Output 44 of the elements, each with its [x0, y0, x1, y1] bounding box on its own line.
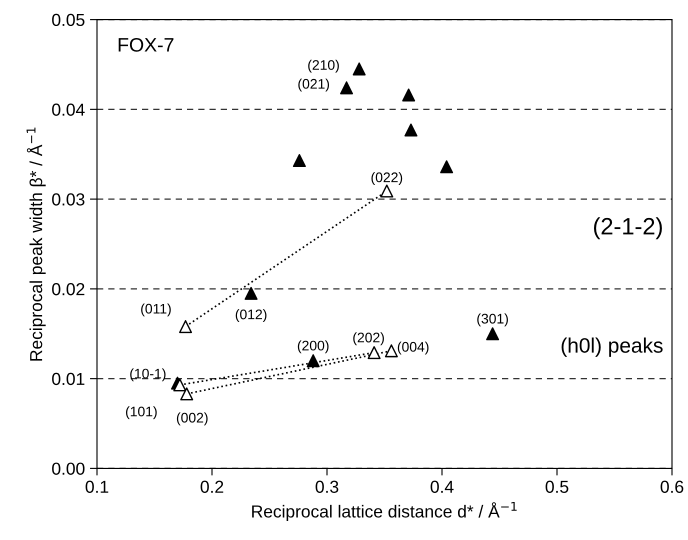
point	[306, 354, 320, 368]
point	[179, 320, 192, 334]
annotation: (h0l) peaks	[562, 338, 663, 357]
point	[380, 184, 394, 198]
x-tick-label: 0.3	[316, 480, 338, 493]
x-tick-label: 0.1	[86, 480, 108, 493]
annotation: (202)	[353, 332, 384, 346]
x-tick-label: 0.2	[200, 480, 224, 493]
y-axis-title: Reciprocal peak width β* / Å$^{−1}$	[26, 128, 46, 361]
point	[352, 62, 366, 76]
annotation: (101)	[126, 406, 157, 420]
point	[440, 160, 454, 174]
y-tick-label: 0.01	[52, 372, 84, 386]
y-tick-label: 0.05	[52, 14, 84, 26]
annotation: (10-1)	[130, 368, 166, 382]
annotation: (021)	[298, 78, 330, 92]
x-axis-title: Reciprocal lattice distance d* / Å$^{−1}$	[252, 502, 517, 522]
point	[180, 387, 194, 400]
point	[384, 344, 398, 358]
annotation: (002)	[176, 412, 208, 426]
point	[173, 378, 186, 392]
point	[404, 124, 418, 137]
point	[292, 154, 306, 168]
annotation: FOX-7	[118, 38, 174, 52]
point	[486, 327, 500, 340]
annotation: (011)	[141, 303, 171, 316]
annotation: (200)	[298, 340, 329, 354]
y-tick-label: 0.04	[52, 104, 85, 116]
y-tick-label: 0.03	[52, 193, 84, 206]
annotation: (004)	[398, 342, 429, 355]
point	[340, 81, 354, 94]
point	[402, 88, 416, 102]
y-tick-label: 0.02	[52, 283, 84, 296]
annotation: (2-1-2)	[594, 217, 662, 240]
point	[244, 286, 258, 300]
x-tick-label: 0.6	[660, 480, 684, 493]
x-tick-label: 0.4	[430, 480, 454, 493]
annotation: (022)	[371, 172, 402, 186]
annotation: (210)	[308, 60, 339, 73]
y-tick-label: 0.00	[52, 462, 85, 475]
x-tick-label: 0.5	[546, 480, 568, 493]
point	[368, 346, 381, 360]
annotation: (012)	[236, 309, 266, 322]
annotation: (301)	[477, 313, 508, 326]
